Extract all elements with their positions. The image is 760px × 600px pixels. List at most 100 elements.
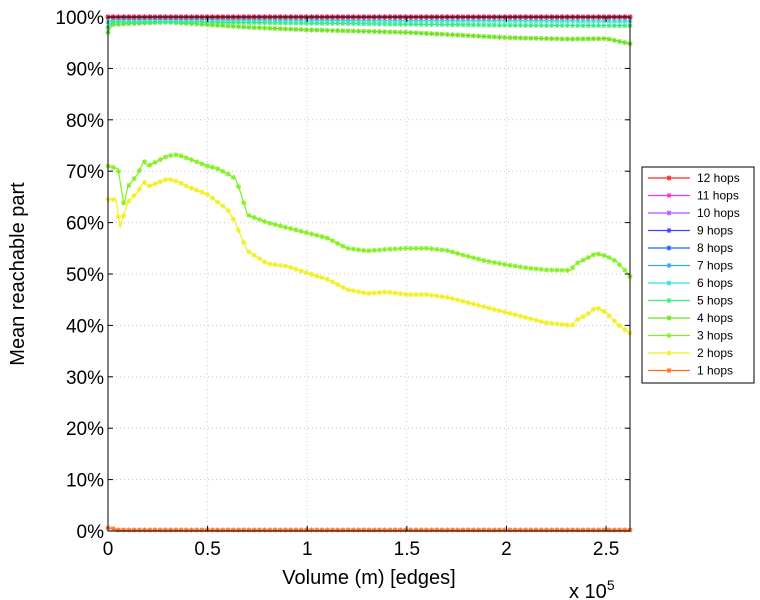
series-1-hops-point	[606, 527, 612, 533]
series-4-hops-point	[559, 36, 565, 42]
series-2-hops-point	[533, 317, 539, 323]
legend-item-6-hops: 6 hops	[648, 276, 733, 290]
series-5-hops-point	[528, 22, 534, 28]
series-3-hops-point	[601, 252, 607, 259]
series-2-hops-point	[157, 179, 163, 185]
series-5-hops-point	[397, 21, 403, 27]
series-3-hops-point	[277, 223, 283, 229]
series-2-hops-point	[183, 183, 189, 189]
series-1-hops-point	[449, 527, 456, 533]
series-4-hops-point	[439, 31, 445, 37]
series-1-hops-point	[199, 527, 205, 533]
series-1-hops-point	[345, 527, 351, 533]
series-1-hops-point	[293, 527, 299, 533]
series-1-hops-point	[136, 527, 142, 533]
series-3-hops-point	[220, 168, 226, 174]
series-4-hops-point	[298, 26, 304, 33]
series-1-hops-point	[282, 527, 289, 533]
series-3-hops-point	[246, 212, 252, 219]
series-1-hops-point	[554, 527, 560, 533]
series-1-hops-point	[277, 527, 283, 533]
series-1-hops-point	[491, 527, 497, 533]
series-6-hops-point	[413, 17, 419, 24]
series-2-hops-point	[282, 263, 289, 269]
series-4-hops-point	[355, 28, 362, 34]
series-3-hops-point	[126, 182, 132, 188]
series-1-hops-point	[387, 527, 393, 533]
series-1-hops-point	[376, 527, 383, 533]
series-3-hops-point	[611, 257, 617, 263]
series-4-hops-point	[230, 23, 236, 29]
series-4-hops-point	[267, 25, 273, 31]
series-2-hops-point	[470, 301, 476, 307]
legend-label: 3 hops	[697, 329, 733, 343]
series-3-hops-point	[303, 230, 309, 236]
series-2-hops-point	[528, 316, 534, 322]
series-1-hops-point	[121, 527, 127, 533]
legend-label: 1 hops	[697, 364, 733, 378]
legend-swatch-point	[666, 332, 672, 339]
x-tick-label: 0	[103, 539, 114, 560]
series-2-hops-point	[507, 310, 513, 317]
series-2-hops-point	[199, 189, 205, 195]
series-2-hops-point	[246, 249, 252, 255]
series-1-hops-point	[115, 527, 122, 533]
series-1-hops-point	[476, 527, 482, 533]
series-5-hops-point	[580, 22, 586, 29]
legend-box	[641, 166, 755, 384]
series-2-hops-point	[225, 207, 231, 214]
series-1-hops-point	[434, 527, 440, 533]
series-1-hops-point	[298, 527, 304, 533]
series-3-hops-point	[355, 247, 362, 253]
series-2-hops-point	[543, 320, 550, 326]
series-3-hops-point	[251, 214, 257, 221]
series-4-hops-point	[538, 35, 544, 42]
series-4-hops-point	[350, 28, 356, 34]
y-tick-label: 90%	[66, 59, 104, 80]
series-5-hops-point	[543, 22, 550, 28]
series-1-hops-point	[575, 527, 581, 533]
series-3-hops-point	[324, 235, 330, 241]
series-3-hops-point	[502, 261, 508, 268]
series-3-hops-point	[147, 162, 153, 168]
series-2-hops-point	[335, 281, 341, 288]
series-1-hops-point	[246, 527, 252, 533]
series-4-hops-point	[314, 27, 320, 33]
series-3-hops-point	[241, 200, 247, 206]
legend-swatch-point	[666, 192, 672, 199]
series-4-hops-point	[543, 35, 550, 42]
series-3-hops-point	[272, 221, 278, 228]
series-3-hops-point	[376, 247, 383, 253]
series-2-hops-point	[517, 313, 523, 319]
series-6-hops-point	[538, 18, 544, 24]
y-tick-label: 60%	[66, 214, 104, 235]
series-2-hops-point	[262, 259, 268, 265]
series-4-hops-point	[423, 30, 430, 37]
series-3-hops-point	[209, 164, 215, 170]
series-5-hops-point	[496, 22, 503, 28]
series-2-hops-point	[549, 320, 555, 326]
series-3-hops-point	[455, 250, 461, 257]
series-1-hops-point	[235, 527, 242, 533]
series-5-hops-point	[559, 22, 565, 29]
series-1-hops-point	[188, 527, 195, 533]
series-3-hops-point	[298, 228, 304, 234]
series-5-hops-point	[590, 22, 597, 29]
series-1-hops-point	[329, 527, 336, 533]
series-1-hops-point	[517, 527, 523, 533]
series-2-hops-point	[575, 316, 581, 323]
legend-label: 4 hops	[697, 311, 733, 325]
y-tick-label: 40%	[66, 316, 104, 337]
series-4-hops-point	[376, 29, 383, 35]
series-1-hops-point	[470, 527, 476, 533]
series-2-hops-point	[361, 290, 367, 296]
legend-label: 8 hops	[697, 241, 733, 255]
series-1-hops-point	[523, 527, 529, 533]
y-tick-label: 70%	[66, 162, 104, 183]
series-3-hops-point	[533, 266, 539, 272]
series-5-hops-point	[606, 23, 612, 29]
series-3-hops-point	[361, 247, 367, 254]
series-3-hops-point	[121, 200, 127, 206]
series-1-hops-point	[528, 527, 534, 533]
legend-label: 11 hops	[697, 189, 739, 203]
